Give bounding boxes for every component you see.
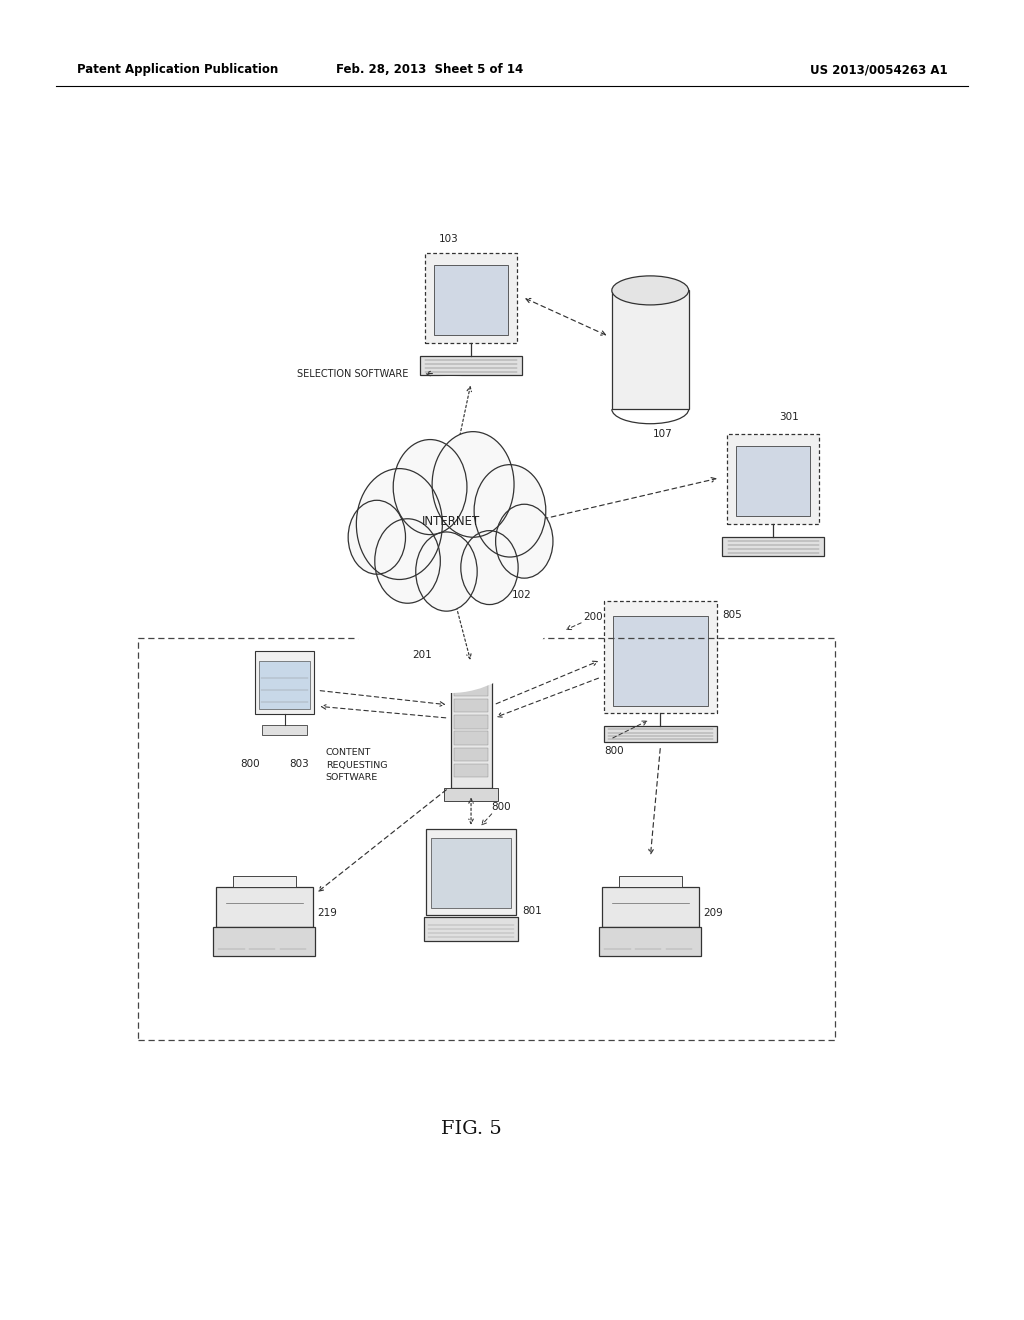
Bar: [455, 715, 488, 729]
Bar: [138, 638, 835, 1040]
Bar: [602, 887, 698, 927]
Bar: [612, 616, 709, 706]
Text: 200: 200: [584, 611, 603, 622]
Text: US 2013/0054263 A1: US 2013/0054263 A1: [810, 63, 947, 77]
Bar: [434, 265, 508, 335]
Bar: [425, 253, 517, 343]
Bar: [455, 698, 488, 713]
Bar: [444, 788, 498, 801]
Text: 805: 805: [722, 610, 741, 620]
Circle shape: [356, 469, 442, 579]
Bar: [723, 537, 823, 556]
Text: CONTENT
REQUESTING
SOFTWARE: CONTENT REQUESTING SOFTWARE: [326, 748, 387, 783]
Text: 800: 800: [241, 759, 260, 770]
Bar: [455, 764, 488, 777]
Bar: [213, 927, 315, 956]
Circle shape: [348, 500, 406, 574]
Bar: [431, 838, 511, 908]
Bar: [455, 731, 488, 744]
Bar: [232, 876, 296, 887]
Bar: [455, 682, 488, 696]
Bar: [421, 356, 522, 375]
Text: FIG. 5: FIG. 5: [440, 1119, 502, 1138]
Bar: [216, 887, 313, 927]
Text: 103: 103: [439, 234, 459, 244]
Bar: [451, 669, 492, 788]
Circle shape: [496, 504, 553, 578]
Text: SELECTION SOFTWARE: SELECTION SOFTWARE: [297, 368, 409, 379]
Circle shape: [416, 532, 477, 611]
Circle shape: [328, 376, 573, 693]
Circle shape: [461, 531, 518, 605]
Bar: [599, 927, 701, 956]
Text: 209: 209: [703, 908, 723, 919]
Ellipse shape: [612, 276, 688, 305]
Bar: [736, 446, 810, 516]
Bar: [727, 434, 819, 524]
Bar: [255, 651, 314, 714]
Circle shape: [474, 465, 546, 557]
Bar: [426, 829, 516, 915]
Text: 102: 102: [512, 590, 531, 601]
Bar: [262, 725, 307, 735]
Text: 800: 800: [492, 801, 511, 812]
Text: 800: 800: [604, 746, 624, 756]
Bar: [612, 290, 688, 409]
Text: Patent Application Publication: Patent Application Publication: [77, 63, 279, 77]
Circle shape: [375, 519, 440, 603]
Text: 801: 801: [522, 906, 542, 916]
Text: 803: 803: [289, 759, 308, 770]
Bar: [424, 917, 518, 941]
Bar: [455, 747, 488, 762]
Bar: [604, 726, 717, 742]
Text: 201: 201: [413, 649, 432, 660]
Bar: [618, 876, 682, 887]
Text: INTERNET: INTERNET: [422, 515, 479, 528]
Bar: [259, 661, 310, 709]
Bar: [604, 601, 717, 713]
Text: 107: 107: [653, 429, 673, 440]
Circle shape: [432, 432, 514, 537]
Text: 219: 219: [317, 908, 337, 919]
Text: 301: 301: [779, 412, 799, 422]
Circle shape: [393, 440, 467, 535]
Text: Feb. 28, 2013  Sheet 5 of 14: Feb. 28, 2013 Sheet 5 of 14: [337, 63, 523, 77]
